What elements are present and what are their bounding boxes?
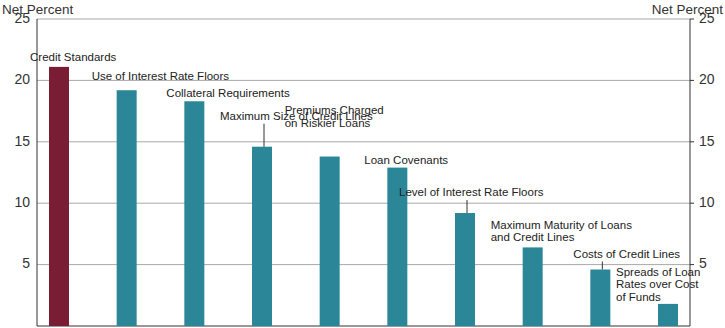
- bars: [49, 67, 678, 326]
- category-label: Collateral Requirements: [166, 87, 290, 99]
- category-label-line: Premiums Charged: [285, 104, 384, 116]
- category-label: Maximum Maturity of Loansand Credit Line…: [491, 219, 632, 244]
- bar: [658, 304, 678, 326]
- category-label: Costs of Credit Lines: [573, 248, 680, 260]
- bar: [455, 213, 475, 326]
- y-tick-label: 10: [14, 194, 30, 210]
- leader-line: [467, 200, 468, 213]
- category-label-line: Use of Interest Rate Floors: [92, 70, 230, 82]
- category-label: Credit Standards: [30, 51, 117, 63]
- category-label-line: Credit Standards: [30, 51, 117, 63]
- category-label: Level of Interest Rate Floors: [399, 186, 544, 198]
- y2-tick-label: 20: [699, 71, 715, 87]
- y2-tick: [690, 141, 694, 142]
- bar: [590, 270, 610, 326]
- y-tick-label: 5: [22, 255, 30, 271]
- grid-line: [37, 19, 690, 20]
- bar: [49, 67, 69, 326]
- bar: [117, 90, 137, 326]
- bar: [252, 147, 272, 326]
- category-label: Loan Covenants: [364, 154, 448, 166]
- y2-tick: [690, 80, 694, 81]
- category-label: Use of Interest Rate Floors: [92, 70, 230, 82]
- category-label-line: on Riskier Loans: [285, 117, 371, 129]
- bar: [320, 157, 340, 326]
- y-axis-title: Net Percent: [2, 2, 74, 17]
- bar: [184, 101, 204, 326]
- y-tick-label: 20: [14, 71, 30, 87]
- category-label-line: and Credit Lines: [491, 231, 575, 243]
- category-label-line: Level of Interest Rate Floors: [399, 186, 544, 198]
- category-label-line: Rates over Cost: [616, 278, 699, 290]
- category-label-line: Costs of Credit Lines: [573, 248, 680, 260]
- category-label-line: Maximum Maturity of Loans: [491, 219, 632, 231]
- y-axis-line: [37, 19, 38, 326]
- category-label-line: Loan Covenants: [364, 154, 448, 166]
- category-label: Premiums Chargedon Riskier Loans: [285, 104, 384, 129]
- chart-container: 510152025510152025Net PercentNet Percent…: [0, 0, 725, 328]
- y-tick-label: 15: [14, 133, 30, 149]
- leader-line: [602, 262, 603, 270]
- y2-axis-title: Net Percent: [652, 2, 724, 17]
- chart-svg: 510152025510152025Net PercentNet Percent…: [0, 0, 725, 328]
- category-label-line: Spreads of Loan: [616, 266, 700, 278]
- category-label: Spreads of LoanRates over Costof Funds: [616, 266, 700, 303]
- y2-tick: [690, 203, 694, 204]
- bar: [523, 247, 543, 326]
- category-label-line: Collateral Requirements: [166, 87, 290, 99]
- y2-tick-label: 15: [699, 133, 715, 149]
- y2-tick-label: 10: [699, 194, 715, 210]
- y2-tick: [690, 19, 694, 20]
- leader-line: [264, 124, 265, 147]
- category-label-line: of Funds: [616, 291, 661, 303]
